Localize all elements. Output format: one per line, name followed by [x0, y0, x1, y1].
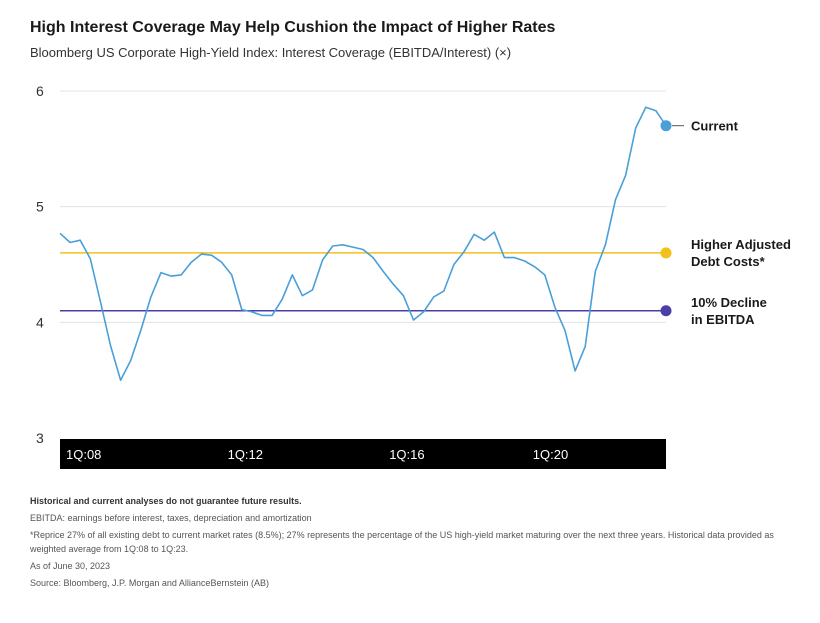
source-note: Source: Bloomberg, J.P. Morgan and Allia…: [30, 578, 269, 588]
x-tick-label: 1Q:12: [228, 447, 263, 462]
reference-label: Higher Adjusted: [691, 237, 791, 252]
reference-label: in EBITDA: [691, 312, 755, 327]
line-chart: 6 5 4 3 Higher Adjusted Debt Costs* 10% Decli…: [36, 83, 791, 469]
reference-label: Debt Costs*: [691, 254, 766, 269]
y-tick-label: 6: [36, 83, 44, 99]
chart-title: High Interest Coverage May Help Cushion …: [30, 19, 556, 36]
current-marker: [660, 120, 672, 132]
x-tick-label: 1Q:08: [66, 447, 101, 462]
x-axis-band: [60, 439, 666, 469]
x-tick-label: 1Q:16: [389, 447, 424, 462]
reference-marker: [660, 247, 672, 259]
series-line: [59, 106, 667, 381]
y-tick-label: 3: [36, 430, 44, 446]
as-of-note: As of June 30, 2023: [30, 561, 111, 571]
y-tick-label: 5: [36, 199, 44, 215]
reference-label: 10% Decline: [691, 295, 767, 310]
y-tick-label: 4: [36, 314, 44, 330]
chart-subtitle: Bloomberg US Corporate High-Yield Index:…: [30, 45, 512, 60]
reprice-note: *Reprice 27% of all existing debt to cur…: [30, 530, 774, 554]
disclaimer-note: Historical and current analyses do not g…: [30, 496, 302, 506]
x-tick-label: 1Q:20: [533, 447, 568, 462]
ebitda-note: EBITDA: earnings before interest, taxes,…: [30, 513, 312, 523]
chart-notes: Historical and current analyses do not g…: [30, 494, 805, 593]
reference-marker: [660, 305, 672, 317]
current-label: Current: [691, 119, 739, 134]
